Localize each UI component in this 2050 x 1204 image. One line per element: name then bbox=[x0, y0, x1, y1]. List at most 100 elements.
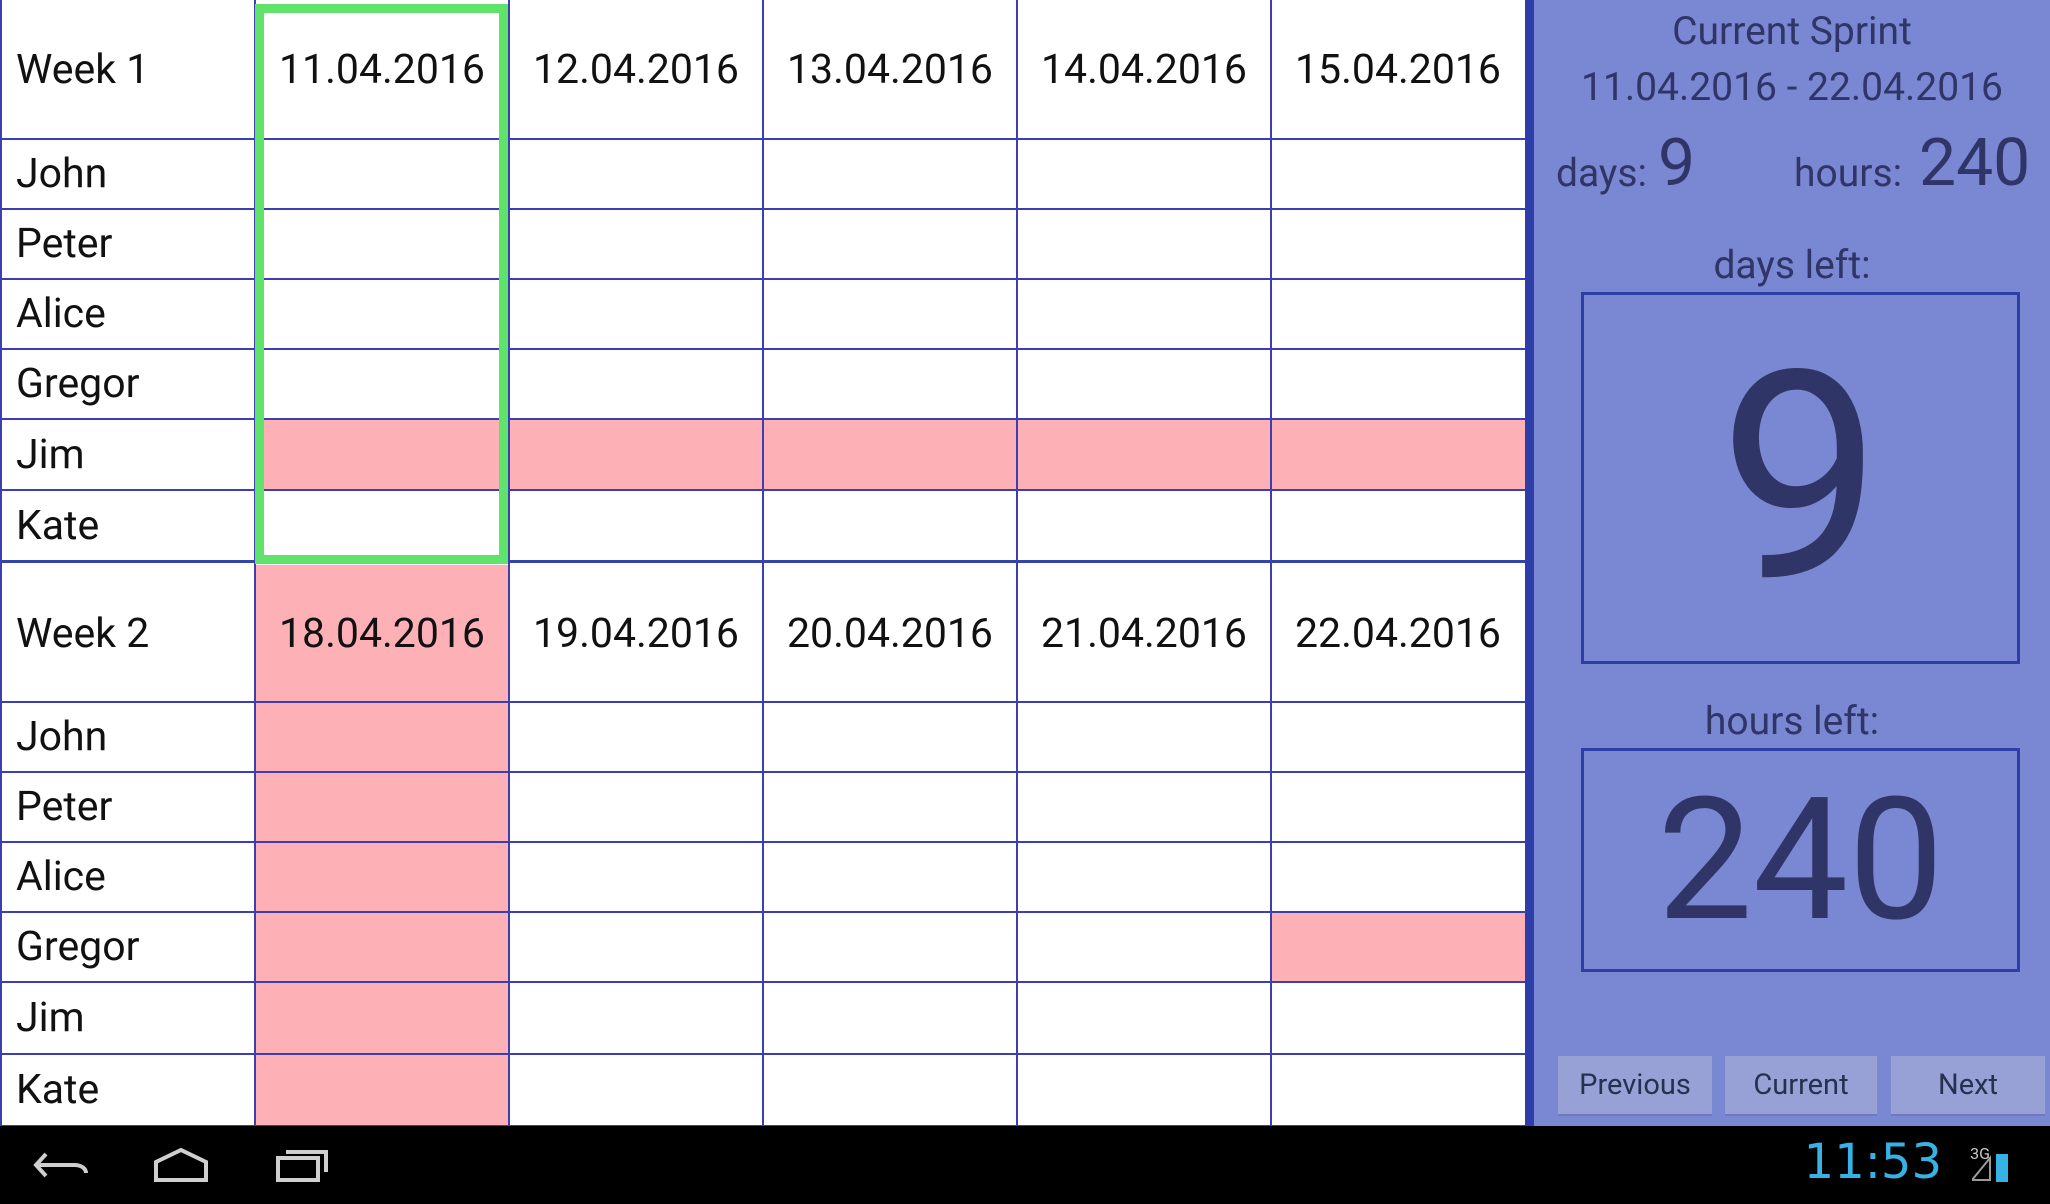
availability-cell[interactable] bbox=[1017, 842, 1271, 912]
absence-cell[interactable] bbox=[255, 982, 509, 1054]
availability-cell[interactable] bbox=[1017, 139, 1271, 209]
person-name: Peter bbox=[16, 220, 113, 268]
absence-cell[interactable] bbox=[255, 702, 509, 772]
next-sprint-button[interactable]: Next bbox=[1891, 1056, 2045, 1116]
availability-cell[interactable] bbox=[763, 842, 1017, 912]
absence-cell[interactable] bbox=[1017, 419, 1271, 490]
availability-cell[interactable] bbox=[509, 139, 763, 209]
current-sprint-button[interactable]: Current bbox=[1725, 1056, 1877, 1116]
date-header-cell[interactable]: 18.04.2016 bbox=[255, 565, 509, 702]
absence-cell[interactable] bbox=[1271, 419, 1525, 490]
availability-cell[interactable] bbox=[1271, 702, 1525, 772]
availability-cell[interactable] bbox=[509, 912, 763, 982]
week-label: Week 1 bbox=[16, 45, 150, 94]
person-row: Kate bbox=[0, 490, 1525, 561]
availability-cell[interactable] bbox=[255, 349, 509, 419]
back-icon[interactable] bbox=[30, 1138, 92, 1192]
system-navigation-bar: 11:53 3G bbox=[0, 1126, 2050, 1204]
availability-cell[interactable] bbox=[1017, 982, 1271, 1054]
availability-cell[interactable] bbox=[509, 772, 763, 842]
availability-cell[interactable] bbox=[763, 772, 1017, 842]
absence-cell[interactable] bbox=[763, 419, 1017, 490]
availability-cell[interactable] bbox=[1271, 1054, 1525, 1126]
date-header-cell[interactable]: 15.04.2016 bbox=[1295, 45, 1501, 94]
person-row: Jim bbox=[0, 982, 1525, 1054]
absence-cell[interactable] bbox=[255, 912, 509, 982]
availability-cell[interactable] bbox=[763, 982, 1017, 1054]
availability-cell[interactable] bbox=[1271, 139, 1525, 209]
availability-cell[interactable] bbox=[1017, 279, 1271, 349]
person-name: John bbox=[16, 713, 108, 761]
availability-cell[interactable] bbox=[1271, 772, 1525, 842]
sprint-schedule-grid: Week 1 11.04.2016 12.04.2016 13.04.2016 14.0… bbox=[0, 0, 1525, 1127]
availability-cell[interactable] bbox=[509, 490, 763, 561]
availability-cell[interactable] bbox=[1271, 209, 1525, 279]
availability-cell[interactable] bbox=[255, 490, 509, 561]
date-header-cell[interactable]: 21.04.2016 bbox=[1041, 609, 1247, 658]
week-2-table: Week 2 18.04.2016 19.04.2016 20.04.2016 21.0… bbox=[0, 565, 1525, 1127]
grid-line bbox=[254, 0, 256, 1126]
date-header-cell[interactable]: 14.04.2016 bbox=[1041, 45, 1247, 94]
previous-sprint-button[interactable]: Previous bbox=[1558, 1056, 1712, 1116]
availability-cell[interactable] bbox=[1017, 912, 1271, 982]
availability-cell[interactable] bbox=[1017, 702, 1271, 772]
recent-apps-icon[interactable] bbox=[272, 1138, 334, 1192]
person-row: Alice bbox=[0, 842, 1525, 912]
date-header-cell[interactable]: 13.04.2016 bbox=[787, 45, 993, 94]
date-header-cell[interactable]: 20.04.2016 bbox=[787, 609, 993, 658]
week-label: Week 2 bbox=[16, 609, 150, 658]
date-header-cell[interactable]: 22.04.2016 bbox=[1295, 609, 1501, 658]
availability-cell[interactable] bbox=[1017, 490, 1271, 561]
availability-cell[interactable] bbox=[763, 349, 1017, 419]
availability-cell[interactable] bbox=[763, 490, 1017, 561]
days-label: days: bbox=[1556, 150, 1647, 196]
availability-cell[interactable] bbox=[763, 702, 1017, 772]
grid-line bbox=[762, 0, 764, 1126]
absence-cell[interactable] bbox=[255, 842, 509, 912]
availability-cell[interactable] bbox=[255, 139, 509, 209]
availability-cell[interactable] bbox=[509, 1054, 763, 1126]
person-name: Kate bbox=[16, 1066, 100, 1114]
hours-value: 240 bbox=[1919, 125, 2031, 202]
availability-cell[interactable] bbox=[509, 702, 763, 772]
date-header-cell[interactable]: 19.04.2016 bbox=[533, 609, 739, 658]
availability-cell[interactable] bbox=[509, 279, 763, 349]
availability-cell[interactable] bbox=[255, 279, 509, 349]
availability-cell[interactable] bbox=[1017, 209, 1271, 279]
absence-cell[interactable] bbox=[509, 419, 763, 490]
absence-cell[interactable] bbox=[1271, 912, 1525, 982]
availability-cell[interactable] bbox=[1271, 982, 1525, 1054]
availability-cell[interactable] bbox=[509, 982, 763, 1054]
days-left-label: days left: bbox=[1713, 242, 1871, 288]
status-clock: 11:53 bbox=[1803, 1134, 1942, 1190]
grid-line bbox=[1016, 0, 1018, 1126]
home-icon[interactable] bbox=[150, 1138, 212, 1192]
availability-cell[interactable] bbox=[509, 349, 763, 419]
week-header-row: Week 2 18.04.2016 19.04.2016 20.04.2016 21.0… bbox=[0, 565, 1525, 702]
availability-cell[interactable] bbox=[1271, 490, 1525, 561]
availability-cell[interactable] bbox=[763, 912, 1017, 982]
availability-cell[interactable] bbox=[763, 209, 1017, 279]
date-header-cell[interactable]: 11.04.2016 bbox=[279, 45, 485, 94]
availability-cell[interactable] bbox=[763, 1054, 1017, 1126]
person-row: John bbox=[0, 139, 1525, 209]
availability-cell[interactable] bbox=[255, 209, 509, 279]
availability-cell[interactable] bbox=[1271, 842, 1525, 912]
availability-cell[interactable] bbox=[1017, 772, 1271, 842]
grid-line bbox=[508, 0, 510, 1126]
absence-cell[interactable] bbox=[255, 419, 509, 490]
sprint-date-range: 11.04.2016 - 22.04.2016 bbox=[1581, 64, 2003, 110]
availability-cell[interactable] bbox=[1271, 349, 1525, 419]
sprint-panel: Current Sprint 11.04.2016 - 22.04.2016 d… bbox=[1525, 0, 2050, 1126]
availability-cell[interactable] bbox=[509, 842, 763, 912]
availability-cell[interactable] bbox=[1017, 349, 1271, 419]
availability-cell[interactable] bbox=[1017, 1054, 1271, 1126]
availability-cell[interactable] bbox=[1271, 279, 1525, 349]
absence-cell[interactable] bbox=[255, 772, 509, 842]
date-header-cell[interactable]: 12.04.2016 bbox=[533, 45, 739, 94]
availability-cell[interactable] bbox=[763, 139, 1017, 209]
availability-cell[interactable] bbox=[763, 279, 1017, 349]
availability-cell[interactable] bbox=[509, 209, 763, 279]
absence-cell[interactable] bbox=[255, 1054, 509, 1126]
person-row: Gregor bbox=[0, 349, 1525, 419]
